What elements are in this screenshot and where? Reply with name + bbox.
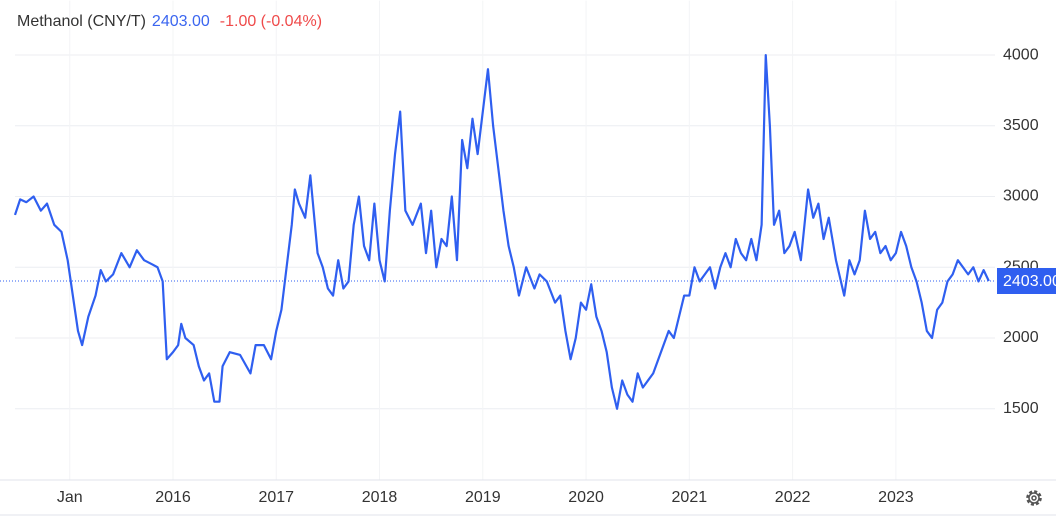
settings-icon[interactable] xyxy=(1026,490,1042,506)
y-tick-label: 3000 xyxy=(1003,188,1039,205)
x-tick-label: 2019 xyxy=(465,489,501,506)
y-tick-label: 3500 xyxy=(1003,117,1039,134)
plot-area xyxy=(0,53,995,410)
x-tick-label: 2022 xyxy=(775,489,811,506)
x-tick-label: 2018 xyxy=(362,489,398,506)
price-line xyxy=(13,53,990,410)
x-tick-label: 2020 xyxy=(568,489,604,506)
chart-title: Methanol (CNY/T) xyxy=(17,13,146,30)
last-price-label: 2403.00 xyxy=(1003,273,1056,290)
x-tick-label: Jan xyxy=(57,489,83,506)
x-tick-label: 2023 xyxy=(878,489,914,506)
gear-teeth xyxy=(1026,490,1042,506)
y-tick-label: 2000 xyxy=(1003,329,1039,346)
y-tick-label: 4000 xyxy=(1003,46,1039,63)
price-change: -1.00 (-0.04%) xyxy=(220,13,322,30)
gear-ring xyxy=(1028,492,1040,504)
last-price-tag xyxy=(997,267,1056,294)
x-tick-label: 2021 xyxy=(672,489,708,506)
price: 2403.00 xyxy=(152,13,210,30)
y-tick-label: 1500 xyxy=(1003,400,1039,417)
x-tick-label: 2017 xyxy=(258,489,294,506)
gear-hole xyxy=(1031,495,1037,501)
x-tick-label: 2016 xyxy=(155,489,191,506)
